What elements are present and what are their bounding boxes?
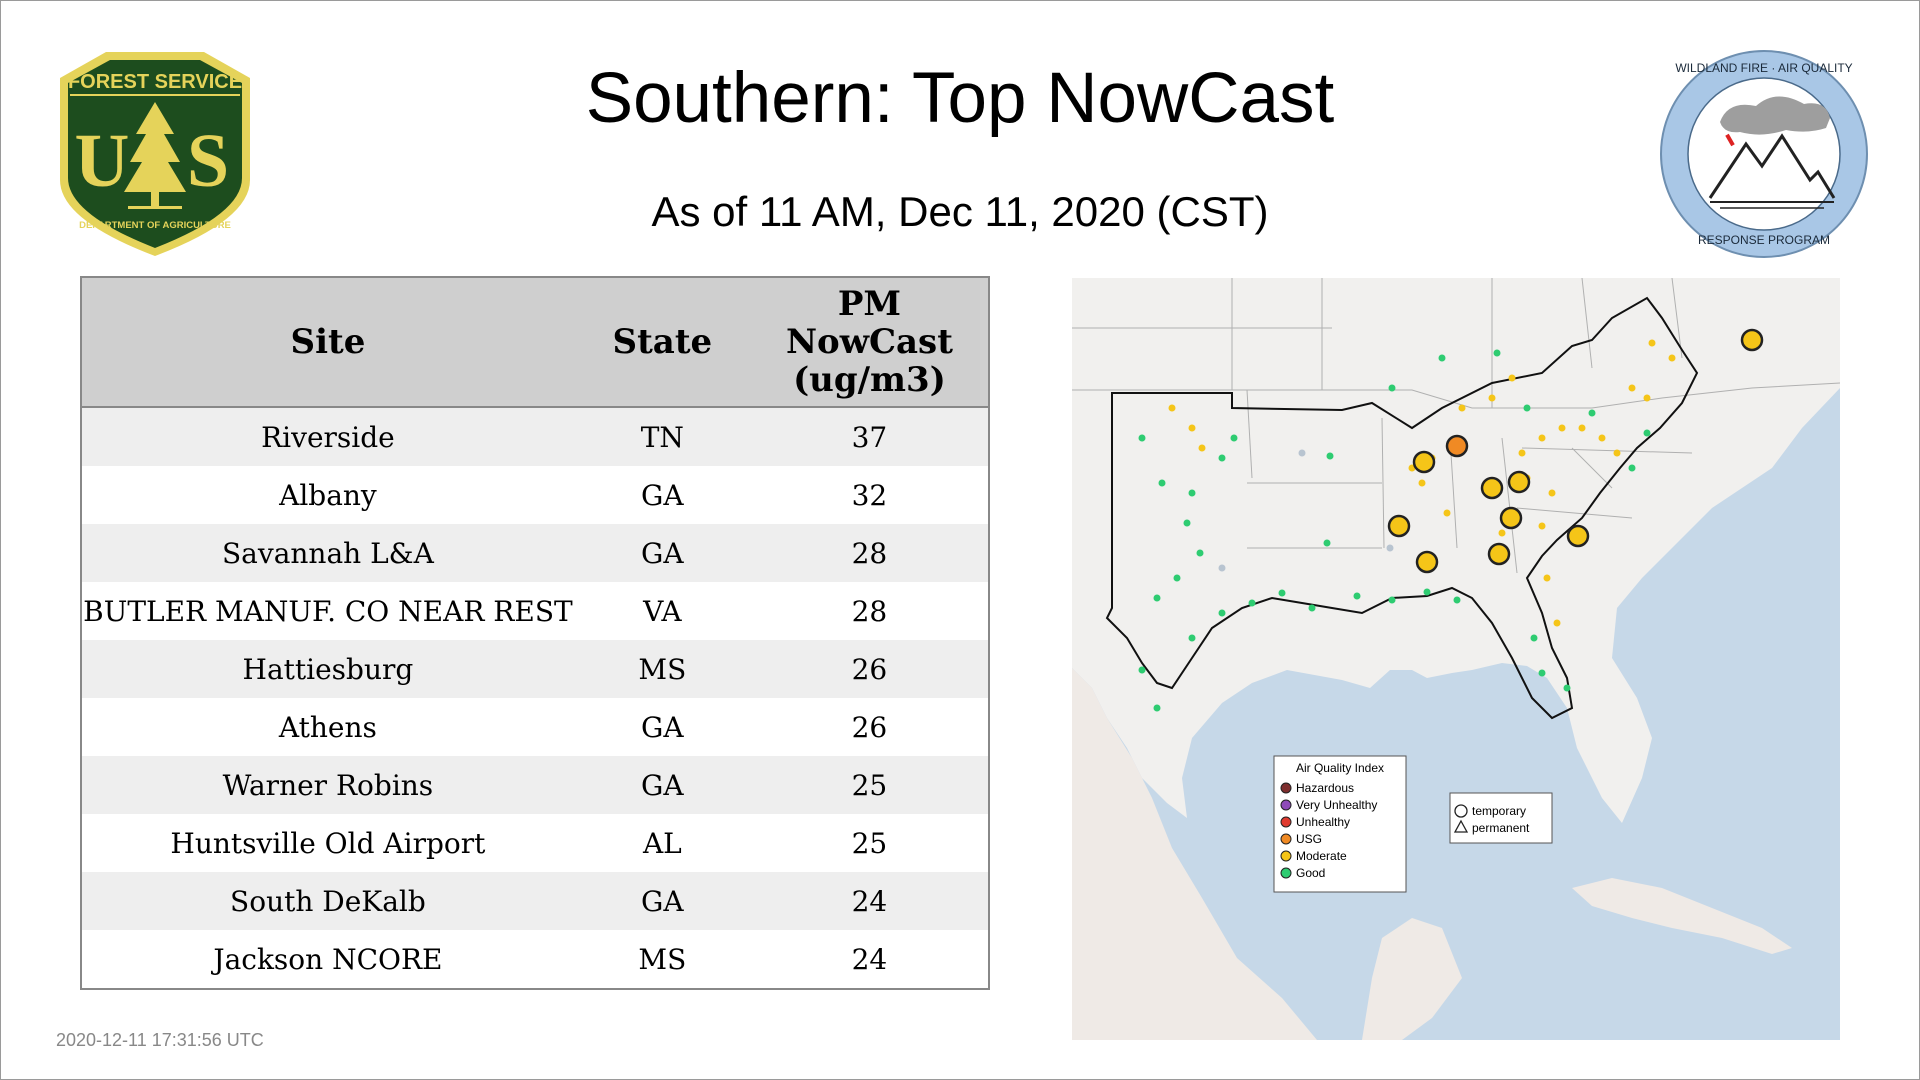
table-row: Huntsville Old Airport AL 25 bbox=[81, 814, 989, 872]
cell-pm: 28 bbox=[750, 582, 989, 640]
fs-letter-s: S bbox=[187, 119, 229, 203]
cell-site: BUTLER MANUF. CO NEAR REST bbox=[81, 582, 574, 640]
forest-service-logo: FOREST SERVICE U S DEPARTMENT OF AGRICUL… bbox=[60, 52, 250, 256]
wf-bottom-text: RESPONSE PROGRAM bbox=[1698, 233, 1830, 247]
monitor-sites bbox=[1138, 339, 1676, 712]
table-row: Hattiesburg MS 26 bbox=[81, 640, 989, 698]
cell-state: GA bbox=[573, 872, 751, 930]
cell-state: AL bbox=[573, 814, 751, 872]
cell-pm: 25 bbox=[750, 756, 989, 814]
state-borders bbox=[1072, 278, 1840, 574]
region-border bbox=[1105, 296, 1699, 720]
type-legend: temporary permanent bbox=[1449, 792, 1553, 844]
cell-site: Warner Robins bbox=[81, 756, 574, 814]
wf-top-text: WILDLAND FIRE · AIR QUALITY bbox=[1675, 61, 1852, 75]
cell-state: TN bbox=[573, 407, 751, 466]
cell-state: GA bbox=[573, 698, 751, 756]
table-row: South DeKalb GA 24 bbox=[81, 872, 989, 930]
nowcast-table: Site State PM NowCast (ug/m3) Riverside … bbox=[80, 276, 990, 990]
cell-pm: 28 bbox=[750, 524, 989, 582]
legend-label: Moderate bbox=[1296, 849, 1347, 863]
column-header-pm-nowcast: PM NowCast (ug/m3) bbox=[750, 277, 989, 408]
aqi-legend: Air Quality Index Hazardous Very Unhealt… bbox=[1273, 755, 1407, 893]
table-row: BUTLER MANUF. CO NEAR REST VA 28 bbox=[81, 582, 989, 640]
cell-site: Savannah L&A bbox=[81, 524, 574, 582]
table-row: Warner Robins GA 25 bbox=[81, 756, 989, 814]
cell-site: Albany bbox=[81, 466, 574, 524]
fs-bottom-text: DEPARTMENT OF AGRICULTURE bbox=[79, 220, 231, 231]
cell-state: GA bbox=[573, 756, 751, 814]
table-header-row: Site State PM NowCast (ug/m3) bbox=[81, 277, 989, 408]
cell-site: Athens bbox=[81, 698, 574, 756]
cell-pm: 32 bbox=[750, 466, 989, 524]
temporary-monitors bbox=[1387, 328, 1764, 574]
legend-label: Very Unhealthy bbox=[1296, 798, 1377, 812]
cell-site: Huntsville Old Airport bbox=[81, 814, 574, 872]
legend-label: temporary bbox=[1472, 804, 1526, 818]
page-subtitle: As of 11 AM, Dec 11, 2020 (CST) bbox=[651, 188, 1269, 235]
circle-icon bbox=[1454, 804, 1468, 818]
cell-site: Riverside bbox=[81, 407, 574, 466]
timestamp: 2020-12-11 17:31:56 UTC bbox=[56, 1030, 264, 1050]
cell-pm: 24 bbox=[750, 930, 989, 989]
legend-label: Hazardous bbox=[1296, 781, 1354, 795]
map-land-mexico bbox=[1072, 668, 1317, 1040]
cell-pm: 24 bbox=[750, 872, 989, 930]
cell-site: Hattiesburg bbox=[81, 640, 574, 698]
map-land-cuba bbox=[1572, 878, 1792, 954]
column-header-state: State bbox=[573, 277, 751, 408]
column-header-site: Site bbox=[81, 277, 574, 408]
cell-pm: 25 bbox=[750, 814, 989, 872]
cell-state: GA bbox=[573, 466, 751, 524]
cell-state: VA bbox=[573, 582, 751, 640]
triangle-icon bbox=[1453, 819, 1469, 833]
table-row: Jackson NCORE MS 24 bbox=[81, 930, 989, 989]
cell-site: South DeKalb bbox=[81, 872, 574, 930]
cell-state: GA bbox=[573, 524, 751, 582]
cell-state: MS bbox=[573, 930, 751, 989]
legend-label: USG bbox=[1296, 832, 1322, 846]
legend-label: Unhealthy bbox=[1296, 815, 1350, 829]
page-title: Southern: Top NowCast bbox=[585, 59, 1335, 138]
header-line: State bbox=[612, 322, 713, 362]
header-line: Site bbox=[290, 322, 366, 362]
fs-letter-u: U bbox=[75, 119, 130, 203]
legend-label: permanent bbox=[1472, 821, 1530, 835]
smoke-icon bbox=[1720, 96, 1830, 135]
table-row: Albany GA 32 bbox=[81, 466, 989, 524]
cell-pm: 26 bbox=[750, 698, 989, 756]
table-row: Riverside TN 37 bbox=[81, 407, 989, 466]
header-line: NowCast bbox=[785, 322, 953, 362]
cell-state: MS bbox=[573, 640, 751, 698]
air-quality-map: Air Quality Index Hazardous Very Unhealt… bbox=[1072, 278, 1840, 1040]
pine-tree-icon bbox=[124, 102, 186, 192]
cell-site: Jackson NCORE bbox=[81, 930, 574, 989]
table-row: Savannah L&A GA 28 bbox=[81, 524, 989, 582]
wildland-fire-logo: WILDLAND FIRE · AIR QUALITY RESPONSE PRO… bbox=[1660, 50, 1868, 258]
cell-pm: 37 bbox=[750, 407, 989, 466]
header-line: (ug/m3) bbox=[793, 360, 946, 400]
map-land-us bbox=[1072, 278, 1840, 823]
table-row: Athens GA 26 bbox=[81, 698, 989, 756]
cell-pm: 26 bbox=[750, 640, 989, 698]
map-land-yucatan bbox=[1362, 918, 1462, 1040]
aqi-legend-title: Air Quality Index bbox=[1296, 761, 1384, 775]
fs-top-text: FOREST SERVICE bbox=[68, 71, 242, 93]
mountains-icon bbox=[1708, 133, 1836, 199]
header-line: PM bbox=[837, 284, 902, 324]
legend-label: Good bbox=[1296, 866, 1325, 880]
